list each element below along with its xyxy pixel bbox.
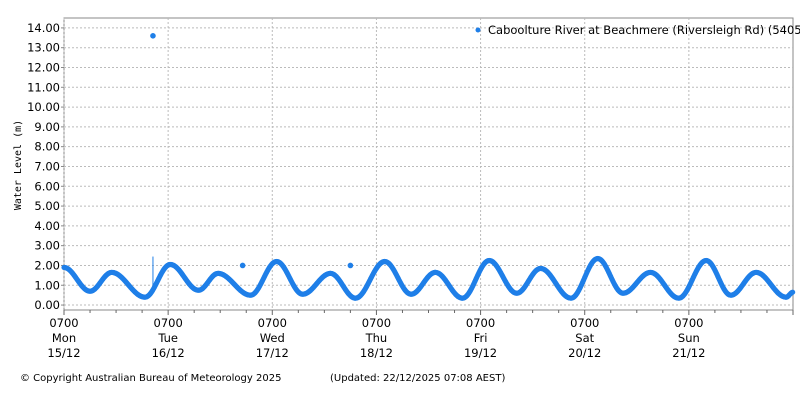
y-tick-label: 13.00 [27,41,60,55]
y-tick-label: 1.00 [34,278,60,292]
x-tick-label-day: Sun [678,331,700,345]
legend: Caboolture River at Beachmere (Riverslei… [475,23,800,37]
y-tick-label: 6.00 [34,179,60,193]
x-tick-label-time: 0700 [49,316,78,330]
x-tick-label-day: Tue [157,331,178,345]
data-point [790,289,796,295]
x-tick-label-day: Wed [260,331,285,345]
y-tick-label: 5.00 [34,199,60,213]
y-tick-label: 8.00 [34,140,60,154]
x-tick-label-day: Mon [52,331,76,345]
x-tick-label-time: 0700 [258,316,287,330]
x-tick-label-date: 15/12 [47,346,80,360]
x-tick-label-date: 20/12 [568,346,601,360]
y-tick-label: 4.00 [34,219,60,233]
x-tick-label-date: 19/12 [464,346,497,360]
y-tick-label: 9.00 [34,120,60,134]
x-tick-label-date: 18/12 [360,346,393,360]
x-tick-label-time: 0700 [570,316,599,330]
x-tick-label-time: 0700 [466,316,495,330]
x-tick-label-date: 17/12 [256,346,289,360]
y-tick-label: 11.00 [27,80,60,94]
y-tick-label: 7.00 [34,159,60,173]
y-tick-label: 0.00 [34,298,60,312]
y-tick-label: 14.00 [27,21,60,35]
y-tick-label: 10.00 [27,100,60,114]
y-tick-label: 2.00 [34,258,60,272]
x-tick-label-date: 16/12 [152,346,185,360]
x-tick-label-time: 0700 [674,316,703,330]
outlier-point [150,33,156,39]
updated-text: (Updated: 22/12/2025 07:08 AEST) [330,373,506,384]
x-tick-label-day: Thu [365,331,388,345]
x-tick-label-day: Fri [474,331,488,345]
outlier-point [347,262,354,269]
y-tick-label: 12.00 [27,60,60,74]
x-tick-label-date: 21/12 [672,346,705,360]
legend-label: Caboolture River at Beachmere (Riverslei… [488,23,800,37]
outlier-point [239,262,246,269]
y-axis-label: Water Level (m) [13,120,24,210]
plot-area [63,17,794,311]
x-tick-label-time: 0700 [154,316,183,330]
copyright-text: © Copyright Australian Bureau of Meteoro… [20,373,282,384]
x-tick-label-time: 0700 [362,316,391,330]
water-level-chart: 0.00 1.00 2.00 3.00 4.00 5.00 6.00 7.00 8.00 9.00… [13,17,800,360]
x-tick-label-day: Sat [575,331,594,345]
y-tick-label: 3.00 [34,239,60,253]
legend-marker [475,27,481,33]
